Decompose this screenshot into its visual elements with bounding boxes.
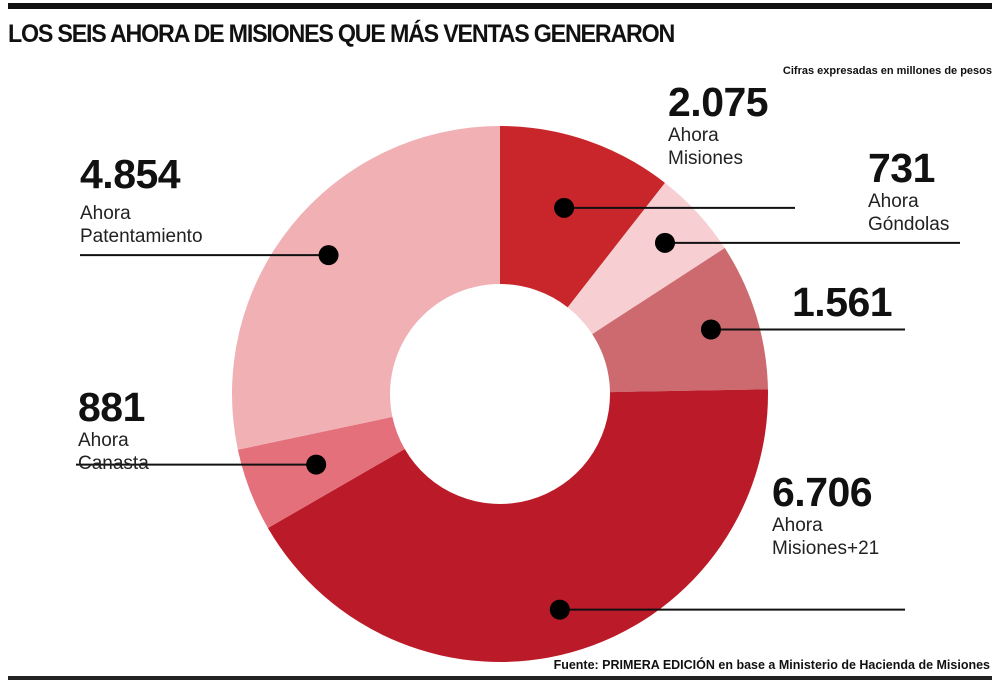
slice-gondolas (567, 182, 725, 335)
value-label: 4.854 (80, 151, 181, 197)
slice-patentamiento (232, 126, 500, 450)
leader-dot-gondolas (654, 232, 675, 253)
slice-misiones21 (267, 389, 768, 662)
name-line2: Patentamiento (80, 226, 203, 247)
name-line2: Góndolas (868, 214, 950, 235)
source-note: Fuente: PRIMERA EDICIÓN en base a Minist… (553, 658, 990, 672)
name-line1: Ahora (772, 515, 823, 536)
label-gondolas: 731 Ahora Góndolas (868, 146, 949, 236)
label-canasta: 881 Ahora Canasta (78, 385, 149, 475)
value-label: 1.561 (792, 279, 893, 325)
top-rule (8, 3, 992, 9)
name-line1: Ahora (668, 125, 719, 146)
leader-dot-canasta (306, 454, 327, 475)
name-line2: Canasta (78, 453, 149, 474)
label-misiones21: 6.706 Ahora Misiones+21 (772, 470, 879, 560)
leader-dot-1561 (700, 319, 721, 340)
label-misiones: 2.075 Ahora Misiones (668, 79, 769, 170)
name-line1: Ahora (868, 191, 919, 212)
value-label: 881 (78, 384, 145, 430)
slice-misiones (500, 126, 665, 308)
value-label: 731 (868, 145, 935, 191)
slices-group (232, 126, 768, 662)
leader-dot-misiones21 (549, 599, 570, 620)
name-line1: Ahora (80, 203, 131, 224)
value-label: 6.706 (772, 469, 873, 515)
bottom-rule (8, 676, 992, 680)
value-label: 2.075 (668, 79, 769, 125)
leader-dot-misiones (554, 197, 575, 218)
leader-lines-group (76, 197, 960, 620)
chart-subtitle: Cifras expresadas en millones de pesos (782, 65, 992, 77)
label-1561: 1.561 (792, 279, 893, 325)
leader-dot-patentamiento (318, 245, 339, 266)
name-line1: Ahora (78, 430, 129, 451)
chart-title: LOS SEIS AHORA DE MISIONES QUE MÁS VENTA… (8, 20, 675, 48)
label-patentamiento: 4.854 Ahora Patentamiento (80, 152, 203, 248)
name-line2: Misiones (668, 148, 743, 169)
slice-1561 (592, 248, 768, 393)
name-line2: Misiones+21 (772, 538, 880, 559)
